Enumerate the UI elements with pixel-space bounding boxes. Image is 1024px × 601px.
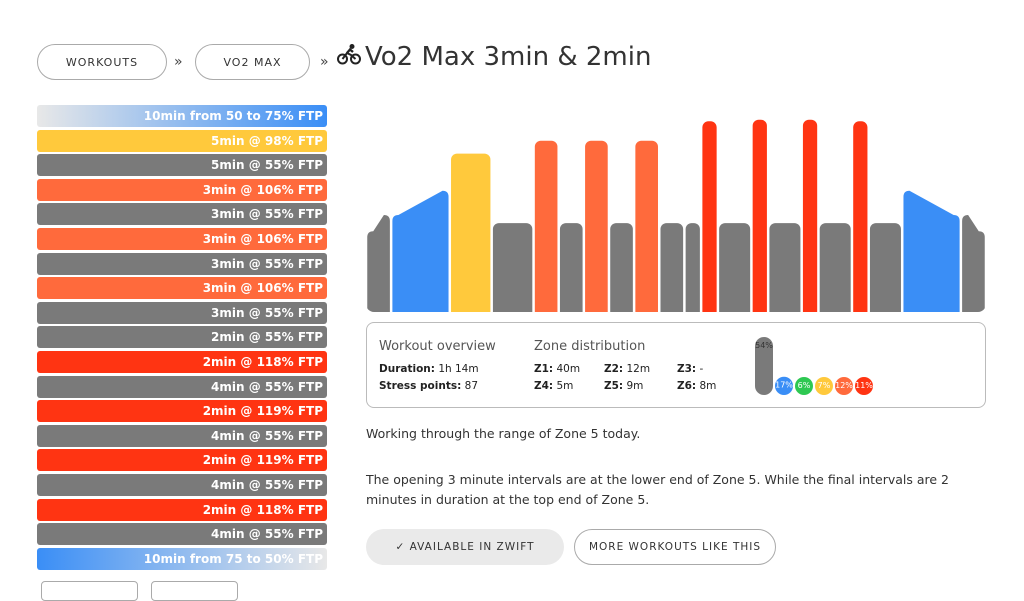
zone-bar-label: 11%: [855, 381, 873, 390]
profile-interval: [962, 215, 985, 312]
stress-label: Stress points:: [379, 380, 462, 392]
step-item: 5min @ 55% FTP: [37, 154, 327, 177]
profile-interval: [635, 140, 658, 312]
title-text: Vo2 Max 3min & 2min: [365, 42, 652, 72]
breadcrumb-workouts[interactable]: WORKOUTS: [37, 44, 167, 80]
step-item: 3min @ 106% FTP: [37, 178, 327, 201]
profile-interval: [392, 190, 449, 312]
profile-interval: [769, 223, 801, 312]
step-item: 3min @ 106% FTP: [37, 277, 327, 300]
zone-z2: Z2: 12m: [604, 363, 651, 375]
profile-interval: [719, 223, 751, 312]
breadcrumb-vo2max[interactable]: VO2 MAX: [195, 44, 310, 80]
profile-interval: [853, 121, 868, 312]
profile-interval: [367, 215, 390, 312]
profile-interval: [451, 153, 491, 312]
share-button[interactable]: [151, 581, 238, 601]
step-item: 3min @ 55% FTP: [37, 203, 327, 226]
breadcrumb-separator: »: [174, 54, 183, 70]
page-title: Vo2 Max 3min & 2min: [337, 42, 651, 72]
description-intro: Working through the range of Zone 5 toda…: [366, 426, 641, 441]
zone-distribution-chart: 54% 17% 6% 7% 12% 11%: [755, 337, 873, 395]
zone-bar: [855, 377, 873, 395]
cyclist-icon: [337, 42, 365, 72]
zone-bar-label: 12%: [835, 381, 853, 390]
zone-z6: Z6: 8m: [677, 380, 717, 392]
more-workouts-button[interactable]: MORE WORKOUTS LIKE THIS: [574, 529, 776, 565]
step-item: 4min @ 55% FTP: [37, 523, 327, 546]
zone-bar: [795, 377, 813, 395]
stress-row: Stress points: 87: [379, 380, 478, 392]
profile-interval: [702, 121, 717, 312]
zone-bar: [835, 377, 853, 395]
profile-interval: [660, 223, 684, 312]
zone-distribution-heading: Zone distribution: [534, 339, 646, 354]
zone-bar-label: 17%: [775, 381, 793, 390]
workout-profile-chart: [367, 119, 985, 312]
zone-bar-label: 7%: [818, 381, 831, 390]
profile-interval: [802, 119, 818, 312]
zone-bar: [815, 377, 833, 395]
zone-bar-label: 54%: [755, 341, 773, 350]
duration-label: Duration:: [379, 363, 435, 375]
step-item: 3min @ 106% FTP: [37, 227, 327, 250]
profile-interval: [492, 223, 533, 312]
step-item: 4min @ 55% FTP: [37, 424, 327, 447]
step-item: 2min @ 118% FTP: [37, 350, 327, 373]
step-item: 10min from 75 to 50% FTP: [37, 547, 327, 570]
zone-bar: [755, 337, 773, 395]
step-item: 10min from 50 to 75% FTP: [37, 105, 327, 127]
profile-interval: [559, 223, 583, 312]
breadcrumb-separator: »: [320, 54, 329, 70]
available-in-zwift-button[interactable]: ✓ AVAILABLE IN ZWIFT: [366, 529, 564, 565]
zone-z3: Z3: -: [677, 363, 704, 375]
zone-bar-label: 6%: [798, 381, 811, 390]
description-detail: The opening 3 minute intervals are at th…: [366, 472, 950, 507]
profile-interval: [819, 223, 851, 312]
step-item: 2min @ 119% FTP: [37, 449, 327, 472]
step-item: 2min @ 55% FTP: [37, 326, 327, 349]
duration-row: Duration: 1h 14m: [379, 363, 479, 375]
step-item: 5min @ 98% FTP: [37, 129, 327, 152]
profile-interval: [610, 223, 633, 312]
step-item: 4min @ 55% FTP: [37, 473, 327, 496]
zone-z5: Z5: 9m: [604, 380, 644, 392]
zone-z1: Z1: 40m: [534, 363, 581, 375]
zone-bar: [775, 376, 793, 395]
duration-value: 1h 14m: [438, 363, 479, 375]
step-item: 3min @ 55% FTP: [37, 301, 327, 324]
overview-heading: Workout overview: [379, 339, 496, 354]
stress-value: 87: [464, 380, 479, 392]
step-item: 2min @ 119% FTP: [37, 400, 327, 423]
zone-z4: Z4: 5m: [534, 380, 574, 392]
step-item: 4min @ 55% FTP: [37, 375, 327, 398]
step-list: 10min from 50 to 75% FTP 5min @ 98% FTP 5m…: [37, 105, 327, 572]
profile-interval: [685, 223, 700, 312]
export-button[interactable]: [41, 581, 138, 601]
profile-interval: [869, 223, 901, 312]
profile-interval: [534, 140, 558, 312]
profile-interval: [903, 190, 960, 312]
workout-overview-panel: Workout overview Duration: 1h 14m Stress…: [366, 322, 986, 408]
profile-interval: [585, 140, 608, 312]
step-item: 3min @ 55% FTP: [37, 252, 327, 275]
profile-interval: [752, 119, 767, 312]
step-item: 2min @ 118% FTP: [37, 498, 327, 521]
